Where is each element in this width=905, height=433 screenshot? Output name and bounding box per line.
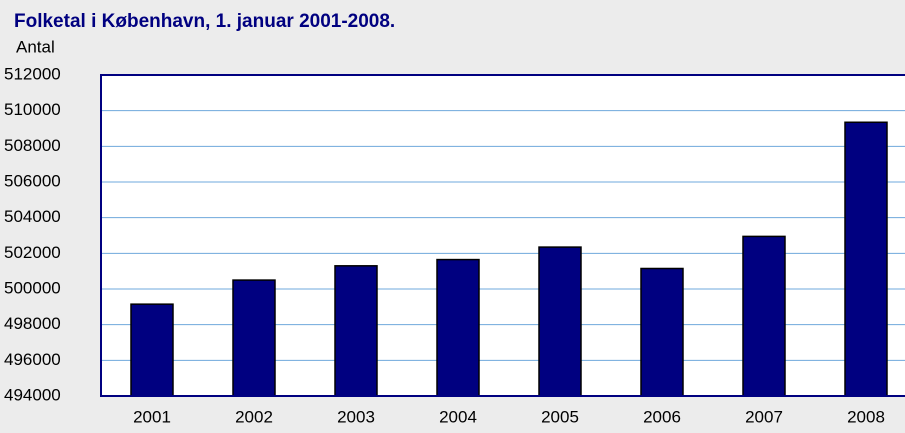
bar [334,265,378,397]
y-tick-label: 510000 [4,100,61,119]
x-tick-label: 2006 [643,407,681,426]
y-tick-label: 504000 [4,207,61,226]
x-tick-label: 2003 [337,407,375,426]
x-tick-label: 2002 [235,407,273,426]
y-tick-label: 508000 [4,136,61,155]
bar [130,303,174,397]
plot-border [100,74,905,397]
y-tick-label: 500000 [4,278,61,297]
x-tick-label: 2005 [541,407,579,426]
y-tick-label: 502000 [4,243,61,262]
bar [640,267,684,397]
y-axis-label: Antal [16,37,55,56]
chart-title: Folketal i København, 1. januar 2001-200… [14,11,395,32]
x-tick-label: 2008 [847,407,885,426]
bar [844,121,888,397]
y-tick-label: 512000 [4,64,61,83]
bar [436,258,480,397]
x-tick-label: 2007 [745,407,783,426]
bar [232,279,276,397]
bar [742,235,786,397]
y-tick-label: 506000 [4,171,61,190]
y-tick-label: 496000 [4,350,61,369]
x-tick-label: 2004 [439,407,477,426]
bar [538,246,582,397]
y-tick-label: 498000 [4,314,61,333]
x-tick-label: 2001 [133,407,171,426]
y-tick-label: 494000 [4,385,61,404]
